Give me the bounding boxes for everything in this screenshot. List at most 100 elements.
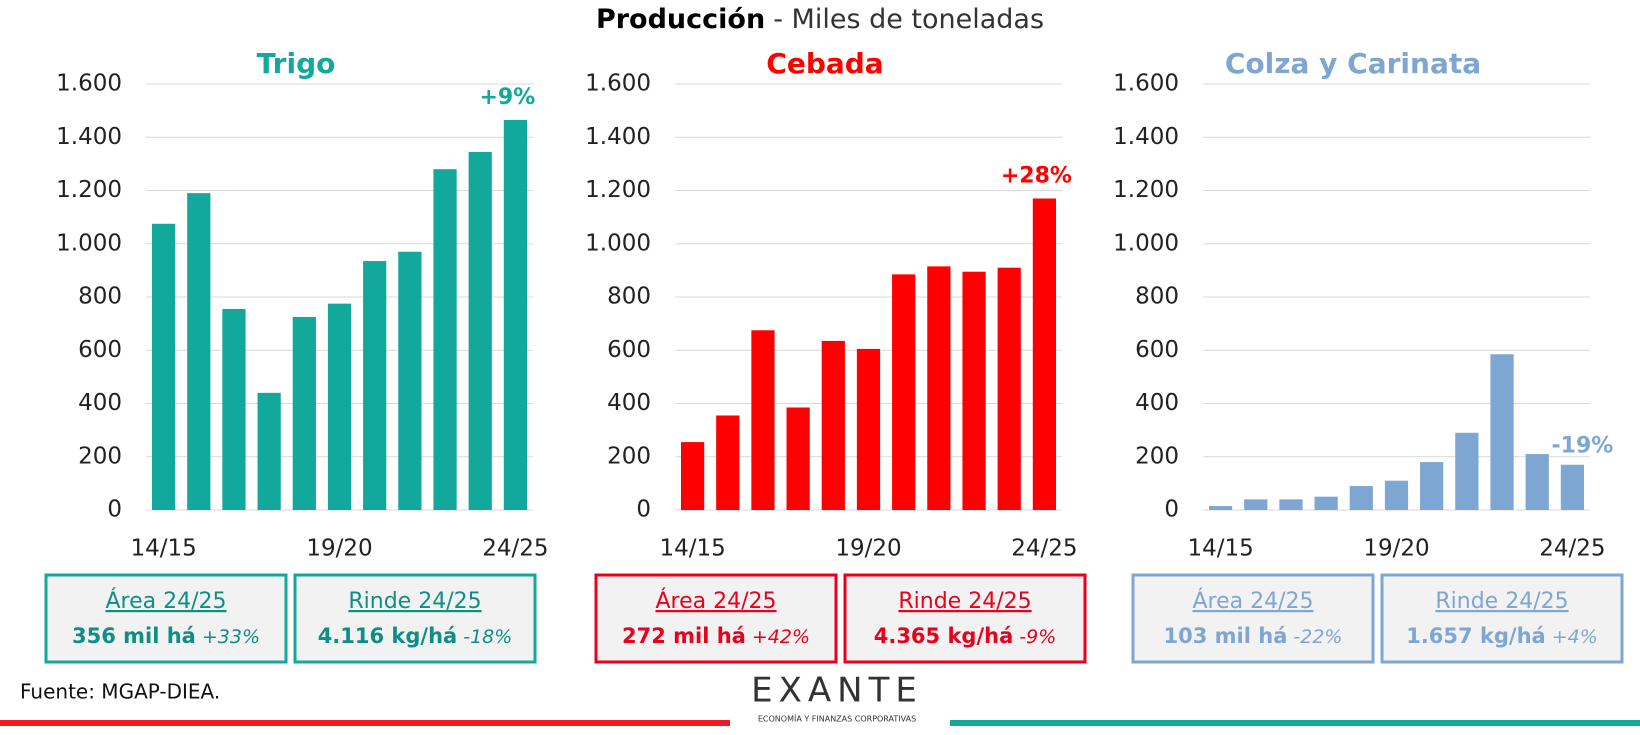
title-rest: - Miles de toneladas (773, 4, 1044, 35)
y-tick-label: 200 (78, 443, 122, 469)
info-box (44, 573, 288, 664)
box-value: 1.657 kg/há (1406, 624, 1546, 648)
bar (927, 266, 951, 510)
x-tick-label: 14/15 (659, 536, 725, 562)
box-change: +42% (752, 626, 810, 648)
y-tick-label: 800 (1135, 284, 1179, 310)
bar (716, 415, 740, 510)
bar (151, 223, 176, 510)
source: Fuente: MGAP-DIEA. (20, 680, 220, 704)
footer-bar-teal (950, 720, 1640, 726)
logo: EXANTE (751, 671, 923, 711)
bar (1455, 432, 1479, 510)
box-line: 1.657 kg/há +4% (1406, 624, 1598, 648)
box-value: 356 mil há (72, 624, 196, 648)
bar (433, 169, 457, 510)
bar (503, 119, 528, 510)
bar (257, 392, 281, 510)
bar (1314, 496, 1338, 510)
bar (1420, 462, 1444, 510)
info-box (1380, 573, 1624, 664)
annotation: +9% (480, 85, 536, 110)
y-tick-label: 200 (1135, 443, 1179, 469)
box-line: 4.116 kg/há -18% (318, 624, 513, 648)
y-tick-label: 0 (107, 497, 122, 523)
y-tick-label: 1.400 (56, 124, 122, 150)
box-value: 4.116 kg/há (318, 624, 458, 648)
box-change: +33% (202, 626, 260, 648)
bar (398, 251, 422, 511)
x-tick-label: 14/15 (1187, 536, 1253, 562)
bar (821, 340, 845, 510)
box-line: 4.365 kg/há -9% (874, 624, 1057, 648)
page-title: Producción - Miles de toneladas (596, 4, 1044, 35)
bar (1525, 454, 1549, 510)
y-tick-label: 600 (607, 337, 651, 363)
box-title: Área 24/25 (105, 588, 226, 614)
y-tick-label: 400 (78, 390, 122, 416)
box-value: 272 mil há (622, 624, 746, 648)
box-title: Rinde 24/25 (348, 589, 481, 614)
bar (1208, 506, 1233, 510)
box-change: -9% (1019, 626, 1056, 648)
y-tick-label: 1.600 (56, 71, 122, 97)
bar (856, 348, 881, 510)
y-tick-label: 0 (1164, 497, 1179, 523)
bar (327, 303, 352, 510)
y-tick-label: 1.000 (585, 230, 651, 256)
chart-title: Colza y Carinata (1225, 47, 1481, 80)
y-tick-label: 1.600 (585, 71, 651, 97)
x-tick-label: 19/20 (1363, 536, 1429, 562)
x-tick-label: 19/20 (306, 536, 372, 562)
bar (1279, 499, 1303, 510)
box-line: 356 mil há +33% (72, 624, 260, 648)
logo-tagline: ECONOMÍA Y FINANZAS CORPORATIVAS (758, 713, 916, 724)
box-line: 272 mil há +42% (622, 624, 810, 648)
bar (1384, 480, 1409, 510)
bar (1032, 198, 1057, 511)
title-bold: Producción (596, 4, 765, 35)
bar (1244, 499, 1268, 510)
y-tick-label: 1.200 (56, 177, 122, 203)
annotation: -19% (1552, 434, 1614, 459)
y-tick-label: 1.200 (1113, 177, 1179, 203)
x-tick-label: 14/15 (130, 536, 196, 562)
bar (222, 308, 246, 510)
box-title: Rinde 24/25 (898, 589, 1031, 614)
bar (786, 407, 810, 510)
y-tick-label: 1.000 (56, 230, 122, 256)
y-tick-label: 400 (607, 390, 651, 416)
box-title: Rinde 24/25 (1435, 589, 1568, 614)
bar (997, 267, 1021, 510)
bar (751, 330, 775, 510)
bar (1560, 464, 1585, 510)
info-box (843, 573, 1087, 664)
bar (468, 151, 492, 511)
y-tick-label: 1.400 (1113, 124, 1179, 150)
chart-title: Cebada (766, 47, 883, 80)
y-tick-label: 1.000 (1113, 230, 1179, 256)
x-tick-label: 19/20 (835, 536, 901, 562)
box-value: 103 mil há (1164, 624, 1288, 648)
annotation: +28% (1001, 163, 1072, 188)
bar (680, 442, 705, 510)
x-tick-label: 24/25 (482, 536, 548, 562)
footer-bar-red (0, 720, 730, 726)
y-tick-label: 600 (1135, 337, 1179, 363)
bar (892, 274, 916, 510)
y-tick-label: 800 (78, 284, 122, 310)
bar (292, 316, 316, 510)
info-box (1131, 573, 1375, 664)
box-change: -22% (1293, 626, 1342, 648)
box-change: +4% (1552, 626, 1598, 648)
box-change: -18% (463, 626, 512, 648)
chart-title: Trigo (257, 47, 336, 80)
y-tick-label: 1.200 (585, 177, 651, 203)
bar (363, 261, 387, 510)
y-tick-label: 200 (607, 443, 651, 469)
bar (962, 271, 986, 510)
y-tick-label: 0 (636, 497, 651, 523)
box-line: 103 mil há -22% (1164, 624, 1343, 648)
bar (187, 193, 211, 510)
